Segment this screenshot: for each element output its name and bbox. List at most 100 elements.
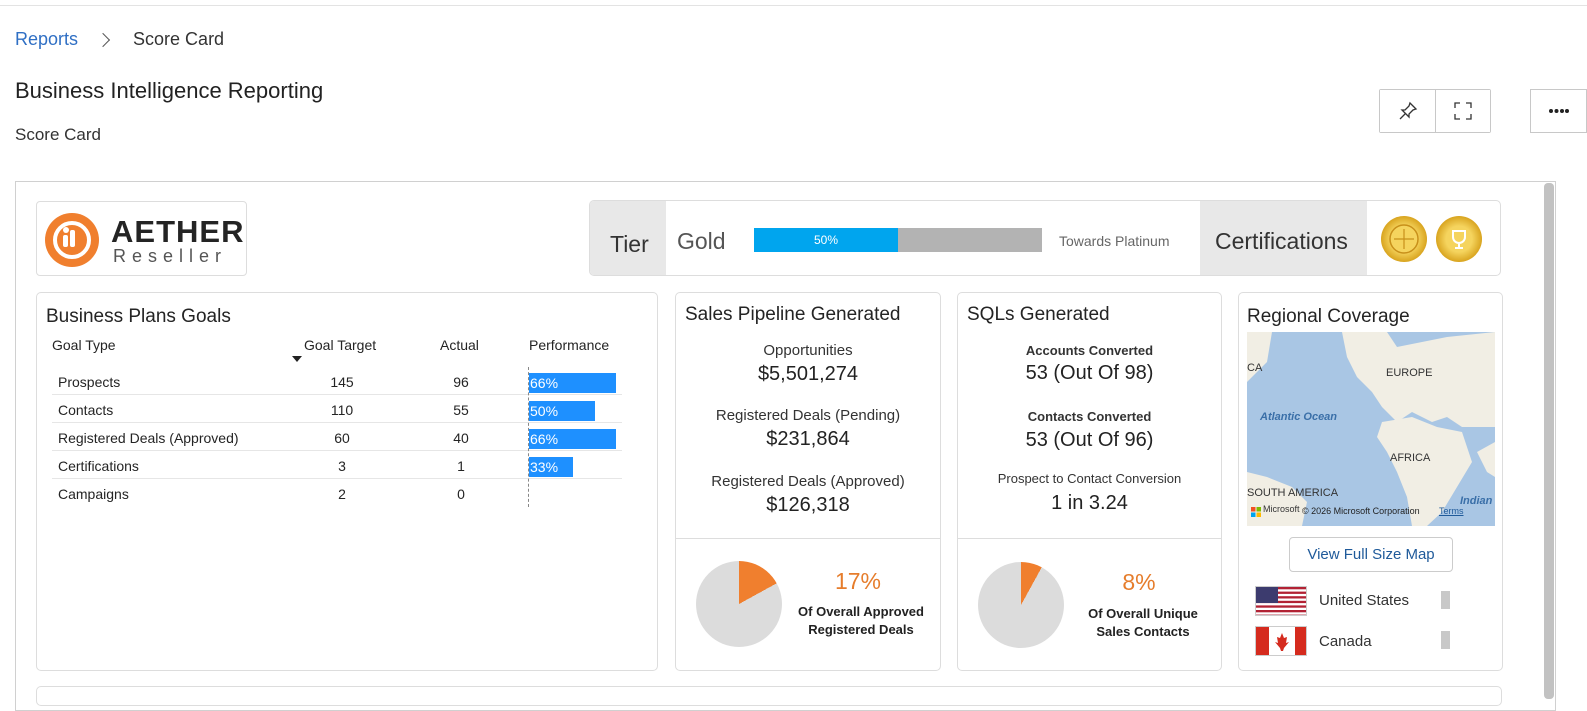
country-bar-us — [1441, 591, 1450, 609]
canada-flag-icon — [1255, 626, 1307, 656]
country-canada: Canada — [1319, 633, 1372, 650]
tier-value: Gold — [677, 228, 726, 254]
goals-title: Business Plans Goals — [46, 306, 231, 327]
map-label-ca: CA — [1247, 362, 1263, 374]
map-label-africa: AFRICA — [1390, 452, 1431, 464]
reseller-logo: AETHER Reseller — [36, 201, 247, 276]
sqls-title: SQLs Generated — [967, 304, 1110, 325]
col-actual[interactable]: Actual — [440, 337, 479, 353]
conversion-value: 1 in 3.24 — [1051, 492, 1128, 514]
pending-deals-label: Registered Deals (Pending) — [715, 407, 901, 424]
us-flag-icon — [1255, 586, 1307, 616]
tier-label: Tier — [610, 231, 649, 257]
conversion-label: Prospect to Contact Conversion — [997, 471, 1182, 486]
accounts-converted-label: Accounts Converted — [1025, 343, 1154, 358]
table-row[interactable]: Contacts 110 55 50% — [52, 395, 622, 423]
map-copyright: © 2026 Microsoft Corporation — [1302, 506, 1420, 516]
map-label-indian: Indian — [1460, 495, 1493, 507]
tier-progress-fill — [754, 228, 898, 252]
breadcrumb-current: Score Card — [133, 29, 225, 49]
certification-medal-icon — [1381, 216, 1427, 262]
microsoft-logo-icon — [1251, 504, 1261, 517]
actual-cell: 0 — [457, 486, 465, 502]
col-goal-target[interactable]: Goal Target — [304, 337, 377, 353]
table-row[interactable]: Campaigns 2 0 — [52, 479, 622, 507]
performance-bar: 33% — [529, 457, 573, 477]
logo-tagline: Reseller — [113, 246, 228, 266]
approved-deals-pct: 17% — [834, 568, 882, 594]
country-united-states: United States — [1319, 592, 1410, 609]
pending-deals-value: $231,864 — [766, 428, 850, 450]
approved-deals-pie — [696, 561, 782, 647]
performance-bar: 66% — [529, 429, 616, 449]
pin-button[interactable] — [1380, 90, 1435, 132]
tier-progress-label: 50% — [813, 233, 839, 247]
unique-contacts-pct-desc: Of Overall Unique Sales Contacts — [1088, 606, 1198, 639]
goal-type-cell: Certifications — [58, 458, 139, 474]
next-section-card — [36, 686, 1502, 706]
opportunities-label: Opportunities — [763, 342, 853, 359]
goal-type-cell: Campaigns — [58, 486, 129, 502]
table-row[interactable]: Certifications 3 1 33% — [52, 451, 622, 479]
logo-mark-icon — [45, 213, 99, 267]
map-label-atlantic: Atlantic Ocean — [1260, 411, 1338, 423]
pipeline-title: Sales Pipeline Generated — [685, 304, 901, 325]
business-plans-goals-card: Business Plans Goals Goal Type Goal Targ… — [36, 292, 658, 671]
actual-cell: 96 — [453, 374, 469, 390]
performance-axis — [528, 367, 529, 507]
goal-type-cell: Prospects — [58, 374, 121, 390]
goal-target-cell: 2 — [338, 486, 346, 502]
view-full-size-map-button[interactable]: View Full Size Map — [1289, 537, 1453, 572]
col-performance[interactable]: Performance — [529, 337, 610, 353]
map-label-south-america: SOUTH AMERICA — [1247, 487, 1339, 499]
approved-deals-label: Registered Deals (Approved) — [711, 473, 905, 490]
opportunities-value: $5,501,274 — [757, 363, 859, 385]
actual-cell: 55 — [453, 402, 469, 418]
logo-name: AETHER — [111, 214, 245, 249]
goal-type-cell: Registered Deals (Approved) — [58, 430, 239, 446]
table-row[interactable]: Registered Deals (Approved) 60 40 66% — [52, 423, 622, 451]
actual-cell: 1 — [457, 458, 465, 474]
chevron-right-icon — [95, 32, 111, 47]
page-title: Business Intelligence Reporting — [15, 78, 324, 103]
regional-coverage-card: Regional Coverage CA EUROPE Atlantic Oce… — [1238, 292, 1503, 671]
performance-bar: 66% — [529, 373, 616, 393]
more-options-button[interactable] — [1530, 89, 1587, 133]
contacts-converted-label: Contacts Converted — [1027, 409, 1152, 424]
accounts-converted-value: 53 (Out Of 98) — [1025, 362, 1154, 384]
goal-type-cell: Contacts — [58, 402, 114, 418]
regional-title: Regional Coverage — [1247, 306, 1410, 327]
divider — [676, 538, 940, 539]
performance-bar: 50% — [529, 401, 595, 421]
goal-target-cell: 60 — [334, 430, 350, 446]
map-label-europe: EUROPE — [1386, 367, 1433, 379]
trophy-medal-icon — [1436, 216, 1482, 262]
sales-pipeline-card: Sales Pipeline Generated Opportunities $… — [675, 292, 941, 671]
tier-towards-label: Towards Platinum — [1059, 233, 1170, 249]
certifications-box: Certifications — [1200, 201, 1367, 275]
goal-target-cell: 3 — [338, 458, 346, 474]
table-row[interactable]: Prospects 145 96 66% — [52, 367, 622, 395]
col-goal-type[interactable]: Goal Type — [52, 337, 116, 353]
map-land-shapes — [1247, 332, 1495, 526]
unique-contacts-pct: 8% — [1122, 569, 1156, 595]
breadcrumb: Reports Score Card — [15, 29, 224, 50]
actual-cell: 40 — [453, 430, 469, 446]
approved-deals-pct-desc: Of Overall Approved Registered Deals — [798, 604, 924, 637]
page-subtitle: Score Card — [15, 125, 101, 144]
tier-label-box: Tier — [590, 201, 666, 275]
sort-desc-icon[interactable] — [292, 356, 302, 362]
toolbar-group — [1379, 89, 1491, 133]
certifications-label: Certifications — [1215, 228, 1348, 254]
vertical-scrollbar[interactable] — [1544, 183, 1554, 699]
goal-target-cell: 145 — [330, 374, 354, 390]
breadcrumb-reports-link[interactable]: Reports — [15, 29, 79, 49]
regional-map[interactable]: CA EUROPE Atlantic Ocean AFRICA SOUTH AM… — [1247, 332, 1495, 526]
pin-icon — [1399, 101, 1417, 120]
contacts-converted-value: 53 (Out Of 96) — [1025, 429, 1154, 451]
map-terms-link[interactable]: Terms — [1439, 506, 1464, 516]
fullscreen-button[interactable] — [1435, 90, 1490, 132]
more-icon — [1548, 109, 1569, 113]
approved-deals-value: $126,318 — [766, 494, 850, 516]
goal-target-cell: 110 — [330, 402, 354, 418]
